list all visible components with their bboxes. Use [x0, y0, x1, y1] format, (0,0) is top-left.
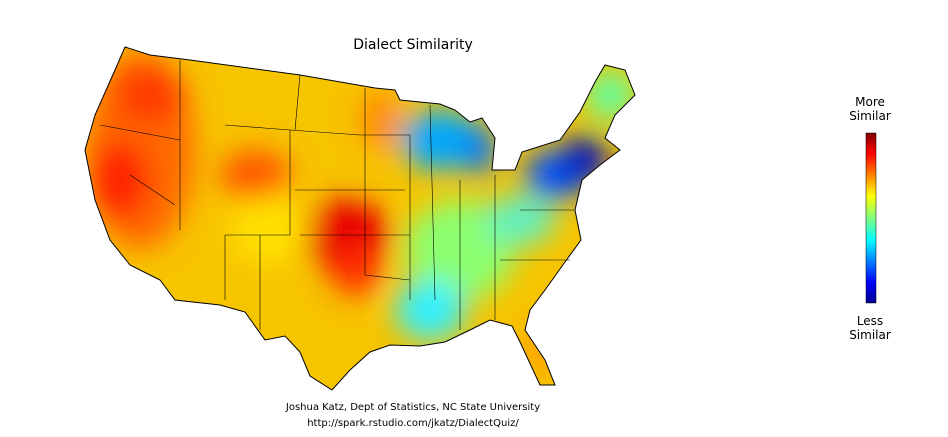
state-borders	[99, 60, 575, 330]
map-title: Dialect Similarity	[353, 37, 473, 53]
us-outline	[84, 46, 636, 391]
colorbar-high-label: More Similar	[849, 95, 891, 123]
heat-surface	[85, 47, 635, 390]
colorbar	[865, 132, 877, 304]
credit-url: http://spark.rstudio.com/jkatz/DialectQu…	[307, 418, 519, 429]
credit-author: Joshua Katz, Dept of Statistics, NC Stat…	[285, 402, 541, 413]
colorbar-low-label: Less Similar	[849, 314, 891, 342]
